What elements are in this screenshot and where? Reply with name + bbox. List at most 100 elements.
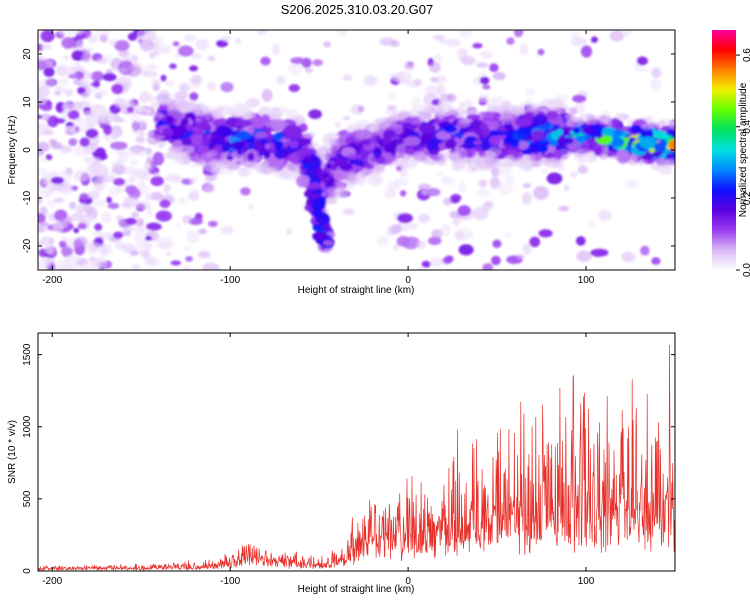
spectrogram-cell <box>325 162 332 170</box>
spectrogram-cell <box>615 149 628 161</box>
spectrogram-cell <box>93 259 104 268</box>
spectrogram-cell <box>220 82 234 93</box>
spectrogram-cell <box>180 84 190 94</box>
spectrogram-cell <box>144 193 155 202</box>
spectrogram-y-tick-label: 20 <box>22 48 33 60</box>
spectrogram-cell <box>189 65 198 72</box>
spectrogram-cell <box>489 135 501 146</box>
spectrogram-cell <box>419 104 433 113</box>
spectrogram-cell <box>67 109 80 120</box>
spectrogram-cell <box>454 228 474 240</box>
spectrogram-cell <box>160 44 173 54</box>
spectrogram-cell <box>429 257 443 268</box>
spectrogram-cell <box>153 135 165 140</box>
spectrogram-cell <box>184 99 198 111</box>
spectrogram-cell <box>66 237 76 249</box>
spectrogram-cell <box>357 153 363 161</box>
spectrogram-cell <box>147 256 160 268</box>
spectrogram-cell <box>399 190 407 197</box>
spectrogram-cell <box>652 151 662 157</box>
spectrogram-cell <box>396 235 410 247</box>
spectrogram-cell <box>173 124 188 136</box>
spectrogram-cell <box>60 145 72 154</box>
spectrogram-cell <box>417 213 431 224</box>
spectrogram-cell <box>113 178 126 186</box>
spectrogram-cell <box>504 174 516 184</box>
spectrogram-cell <box>286 108 299 121</box>
spectrogram-cell <box>145 235 152 241</box>
spectrogram-cell <box>460 56 476 66</box>
spectrogram-cell <box>569 107 578 115</box>
spectrogram-cell <box>164 174 181 183</box>
spectrogram-cell <box>167 151 184 160</box>
spectrogram-cell <box>498 126 507 132</box>
spectrogram-cell <box>176 222 182 228</box>
spectrogram-cell <box>521 191 533 205</box>
spectrogram-cell <box>388 181 401 191</box>
spectrogram-cell <box>61 186 70 195</box>
spectrogram-cell <box>41 113 51 121</box>
spectrogram-cell <box>183 245 192 252</box>
spectrogram-cell <box>417 110 432 122</box>
spectrogram-cell <box>48 237 55 246</box>
spectrogram-x-axis: -200 -100 0 100 <box>42 30 595 286</box>
spectrogram-cell <box>200 105 211 111</box>
spectrogram-y-axis: -20 -10 0 10 20 <box>22 48 675 253</box>
spectrogram-cell <box>146 222 162 231</box>
spectrogram-cell <box>77 118 91 133</box>
spectrogram-cell <box>38 156 46 163</box>
spectrogram-cell <box>308 109 322 120</box>
spectrogram-cell <box>235 37 241 45</box>
spectrogram-cell <box>381 137 392 144</box>
spectrogram-cell <box>100 175 115 183</box>
spectrogram-cell <box>476 146 483 153</box>
spectrogram-cell <box>569 171 578 178</box>
spectrogram-cell <box>146 131 155 137</box>
colorbar-ticks: 0.0 0.2 0.4 0.6 <box>736 48 750 277</box>
spectrogram-cell <box>68 201 76 210</box>
spectrogram-cell <box>479 76 490 85</box>
spectrogram-cell <box>411 223 418 230</box>
spectrogram-cell <box>71 50 85 61</box>
spectrogram-cell <box>203 184 217 194</box>
spectrogram-cell <box>654 142 667 153</box>
spectrogram-cell <box>166 103 176 116</box>
spectrogram-cell <box>565 116 584 128</box>
spectrogram-cell <box>65 89 73 97</box>
spectrogram-cell <box>282 167 291 174</box>
spectrogram-cell <box>478 179 488 188</box>
spectrogram-cell <box>440 223 451 237</box>
spectrogram-cell <box>256 30 267 35</box>
spectrogram-cell <box>579 113 590 121</box>
spectrogram-cell <box>134 244 149 253</box>
spectrogram-cell <box>108 39 118 46</box>
spectrogram-cell <box>145 93 154 103</box>
spectrogram-cell <box>45 154 53 161</box>
spectrogram-cell <box>68 74 79 79</box>
spectrogram-cell <box>467 108 475 114</box>
spectrogram-cell <box>536 101 543 107</box>
spectrogram-cell <box>130 159 139 166</box>
spectrogram-cell <box>557 166 565 172</box>
snr-series-line <box>38 344 675 571</box>
spectrogram-cell <box>304 67 314 74</box>
spectrogram-cell <box>517 141 529 150</box>
spectrogram-cell <box>232 102 251 116</box>
spectrogram-cell <box>150 51 160 57</box>
spectrogram-cell <box>152 171 161 178</box>
spectrogram-cell <box>131 121 145 136</box>
spectrogram-cell <box>527 154 536 162</box>
spectrogram-cell <box>349 122 361 131</box>
spectrogram-cell <box>96 243 114 257</box>
spectrogram-cell <box>99 34 108 43</box>
spectrogram-cell <box>429 77 438 83</box>
spectrogram-cell <box>377 235 389 247</box>
spectrogram-cell <box>43 176 53 186</box>
spectrogram-cell <box>242 113 251 121</box>
spectrogram-cell <box>426 84 440 96</box>
spectrogram-cell <box>489 176 501 189</box>
snr-y-tick-label: 1500 <box>22 343 33 366</box>
spectrogram-cell <box>75 30 84 36</box>
spectrogram-cell <box>59 240 67 248</box>
